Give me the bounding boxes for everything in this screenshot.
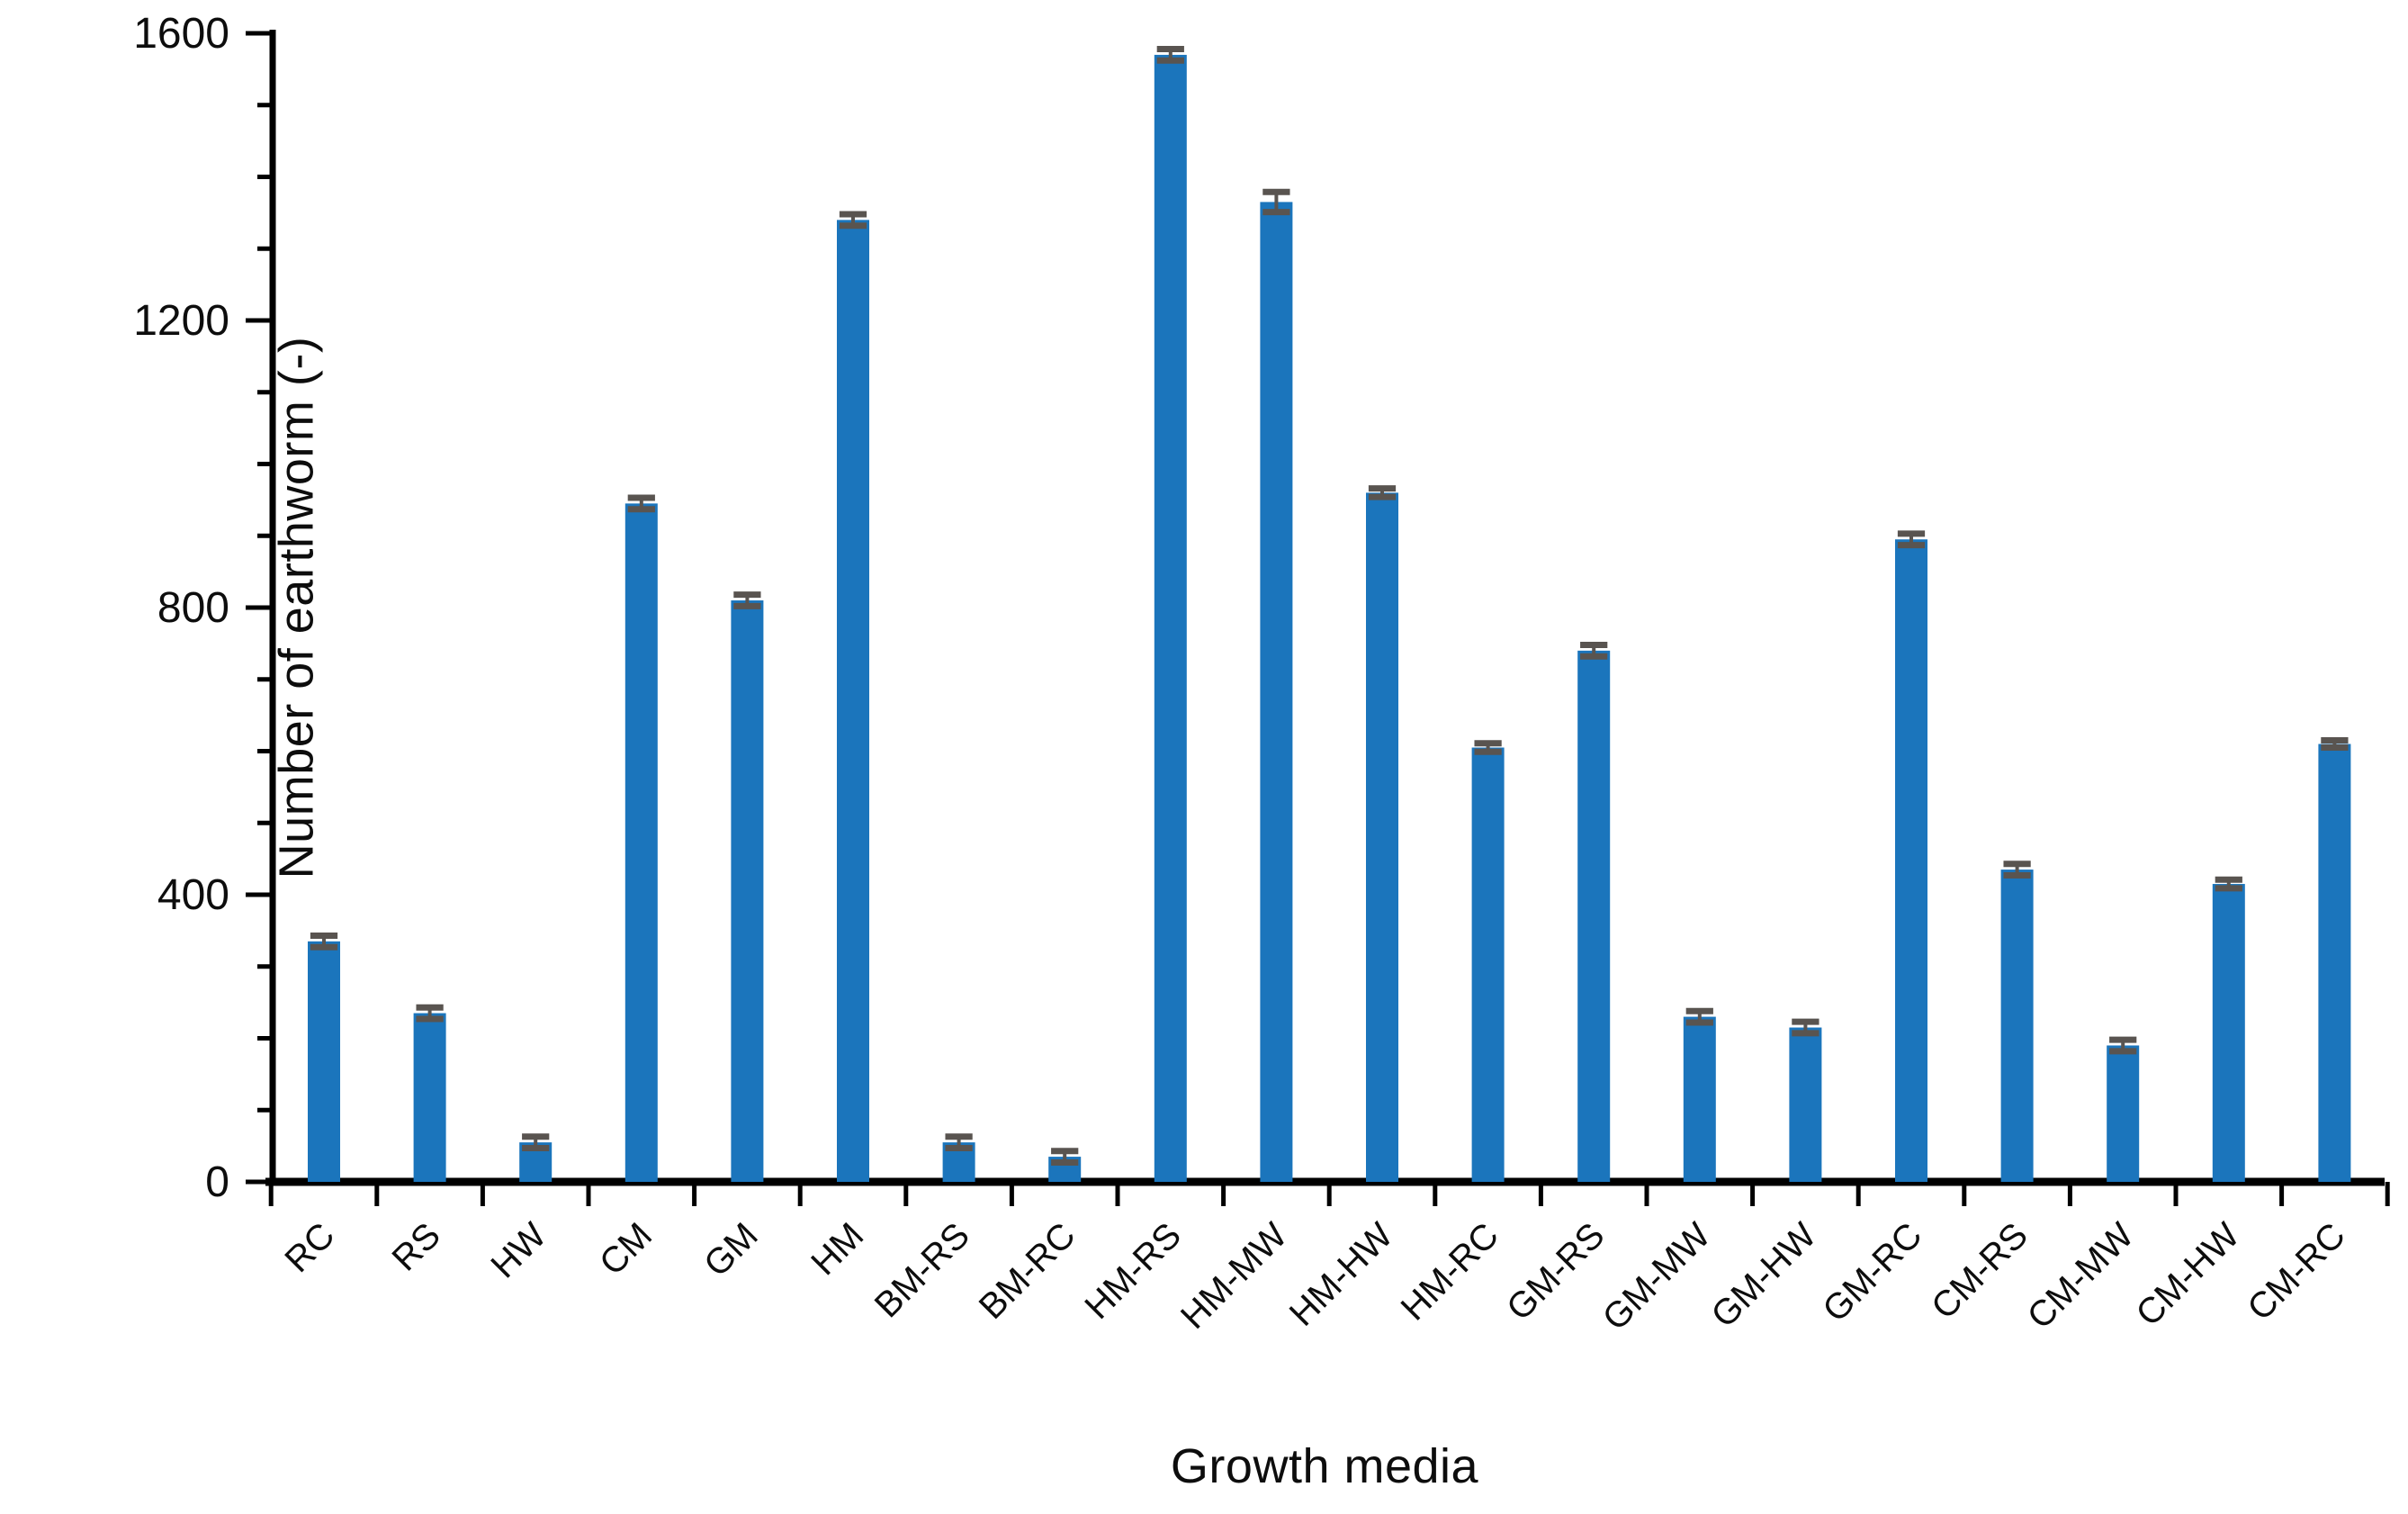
x-axis-title: Growth media: [1170, 1439, 1479, 1493]
bar-GM-RS: [1577, 650, 1611, 1182]
y-tick-label-1200: 1200: [133, 297, 229, 345]
bar-HM: [837, 220, 869, 1183]
y-tick-label-1600: 1600: [133, 10, 229, 58]
bar-HM-MW: [1260, 202, 1293, 1183]
category-label-GM-RC: GM-RC: [1815, 1215, 1929, 1329]
category-label-CM-MW: CM-MW: [2020, 1215, 2142, 1337]
bar-CM-MW: [2107, 1045, 2140, 1182]
category-label-GM-RS: GM-RS: [1499, 1215, 1612, 1328]
category-label-CM: CM: [592, 1215, 660, 1283]
y-tick-label-400: 400: [157, 871, 229, 919]
bar-HM-RS: [1154, 54, 1187, 1182]
bar-RS: [413, 1013, 446, 1182]
bar-GM-RC: [1895, 539, 1927, 1182]
bar-HM-RC: [1471, 747, 1505, 1182]
bar-CM-RC: [2318, 743, 2351, 1182]
y-tick-label-0: 0: [205, 1158, 229, 1206]
category-label-BM-RS: BM-RS: [867, 1215, 977, 1325]
category-label-HM-RS: HM-RS: [1077, 1215, 1189, 1327]
bar-CM: [624, 503, 658, 1182]
y-axis-title: Number of earthworm (-): [269, 336, 324, 879]
category-label-CM-HW: CM-HW: [2129, 1215, 2248, 1334]
category-label-RC: RC: [277, 1215, 342, 1280]
category-label-HM-RC: HM-RC: [1394, 1215, 1506, 1328]
category-label-CM-RC: CM-RC: [2240, 1215, 2352, 1328]
bar-GM-HW: [1789, 1027, 1822, 1182]
category-label-HM-HW: HM-HW: [1282, 1215, 1401, 1334]
category-label-BM-RC: BM-RC: [972, 1215, 1083, 1327]
category-label-GM: GM: [696, 1215, 766, 1284]
y-tick-label-800: 800: [157, 584, 229, 632]
category-label-HM-MW: HM-MW: [1173, 1215, 1295, 1337]
bar-RC: [308, 941, 340, 1182]
bar-GM-MW: [1683, 1016, 1716, 1182]
category-label-HM: HM: [804, 1215, 871, 1283]
category-label-HW: HW: [483, 1215, 553, 1285]
category-label-RS: RS: [385, 1215, 448, 1278]
bar-GM: [731, 600, 764, 1182]
bar-CM-RS: [2000, 870, 2034, 1182]
bar-HM-HW: [1366, 492, 1398, 1182]
bar-CM-HW: [2212, 884, 2245, 1182]
category-label-GM-HW: GM-HW: [1704, 1215, 1824, 1335]
category-label-GM-MW: GM-MW: [1595, 1215, 1719, 1338]
category-label-CM-RS: CM-RS: [1924, 1215, 2035, 1327]
